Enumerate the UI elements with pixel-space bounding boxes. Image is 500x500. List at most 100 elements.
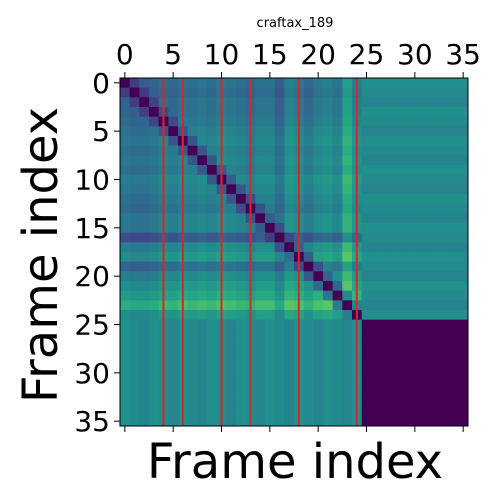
heatmap-cell (381, 204, 391, 214)
heatmap-cell (429, 146, 439, 156)
heatmap-cell (342, 184, 352, 194)
heatmap-cell (255, 88, 265, 98)
heatmap-cell (236, 397, 246, 407)
heatmap-cell (333, 155, 343, 165)
heatmap-cell (226, 281, 236, 291)
heatmap-cell (149, 387, 159, 397)
heatmap-cell (323, 416, 333, 426)
heatmap-cell (420, 300, 430, 310)
heatmap-cell (139, 242, 149, 252)
heatmap-cell (188, 242, 198, 252)
heatmap-cell (439, 117, 449, 127)
heatmap-cell (381, 136, 391, 146)
heatmap-cell (362, 349, 372, 359)
heatmap-cell (429, 78, 439, 88)
heatmap-cell (333, 204, 343, 214)
heatmap-cell (449, 97, 459, 107)
heatmap-cell (391, 349, 401, 359)
heatmap-cell (400, 300, 410, 310)
heatmap-cell (400, 146, 410, 156)
heatmap-cell (304, 300, 314, 310)
heatmap-cell (458, 300, 468, 310)
heatmap-cell (120, 349, 130, 359)
heatmap-cell (439, 136, 449, 146)
heatmap-cell (420, 88, 430, 98)
heatmap-cell (130, 242, 140, 252)
heatmap-cell (207, 88, 217, 98)
heatmap-cell (188, 310, 198, 320)
heatmap-cell (323, 165, 333, 175)
heatmap-cell (236, 349, 246, 359)
heatmap-cell (371, 146, 381, 156)
heatmap-cell (275, 368, 285, 378)
heatmap-cell (342, 291, 352, 301)
heatmap-cell (265, 368, 275, 378)
heatmap-cell (226, 165, 236, 175)
heatmap-cell (458, 416, 468, 426)
heatmap-cell (313, 262, 323, 272)
heatmap-cell (168, 78, 178, 88)
heatmap-cell (371, 291, 381, 301)
heatmap-cell (120, 97, 130, 107)
chart-title: craftax_189 (257, 16, 334, 31)
heatmap-cell (255, 358, 265, 368)
heatmap-cell (333, 78, 343, 88)
heatmap-cell (207, 358, 217, 368)
heatmap-cell (275, 407, 285, 417)
heatmap-cell (381, 397, 391, 407)
heatmap-cell (391, 310, 401, 320)
heatmap-cell (188, 339, 198, 349)
heatmap-cell (439, 339, 449, 349)
heatmap-cell (265, 271, 275, 281)
heatmap-cell (449, 126, 459, 136)
heatmap-cell (304, 320, 314, 330)
heatmap-cell (130, 213, 140, 223)
heatmap-cell (458, 407, 468, 417)
heatmap-cell (304, 407, 314, 417)
heatmap-cell (265, 136, 275, 146)
heatmap-cell (130, 281, 140, 291)
heatmap-cell (439, 300, 449, 310)
heatmap-cell (333, 107, 343, 117)
x-tick-label: 25 (349, 38, 385, 71)
heatmap-cell (275, 155, 285, 165)
heatmap-cell (362, 233, 372, 243)
heatmap-cell (381, 117, 391, 127)
heatmap-cell (226, 378, 236, 388)
heatmap-cell (255, 281, 265, 291)
heatmap-cell (420, 136, 430, 146)
heatmap-cell (168, 107, 178, 117)
heatmap-cell (439, 378, 449, 388)
heatmap-cell (120, 165, 130, 175)
heatmap-cell (168, 213, 178, 223)
heatmap-cell (149, 136, 159, 146)
heatmap-cell (207, 378, 217, 388)
heatmap-cell (120, 358, 130, 368)
heatmap-cell (120, 146, 130, 156)
heatmap-cell (168, 165, 178, 175)
heatmap-cell (226, 155, 236, 165)
heatmap-cell (188, 262, 198, 272)
heatmap-cell (410, 78, 420, 88)
heatmap-cell (400, 242, 410, 252)
heatmap-cell (207, 271, 217, 281)
heatmap-cell (410, 262, 420, 272)
heatmap-cell (284, 368, 294, 378)
heatmap-cell (275, 271, 285, 281)
heatmap-cell (120, 271, 130, 281)
heatmap-cell (236, 117, 246, 127)
heatmap-cell (420, 213, 430, 223)
heatmap-cell (130, 271, 140, 281)
heatmap-cell (362, 146, 372, 156)
heatmap-cell (420, 107, 430, 117)
heatmap-cell (197, 126, 207, 136)
heatmap-cell (323, 233, 333, 243)
heatmap-cell (236, 387, 246, 397)
heatmap-cell (362, 291, 372, 301)
heatmap-cell (255, 291, 265, 301)
heatmap-cell (323, 223, 333, 233)
heatmap-cell (188, 194, 198, 204)
heatmap-cell (188, 184, 198, 194)
heatmap-cell (207, 262, 217, 272)
heatmap-cell (381, 358, 391, 368)
